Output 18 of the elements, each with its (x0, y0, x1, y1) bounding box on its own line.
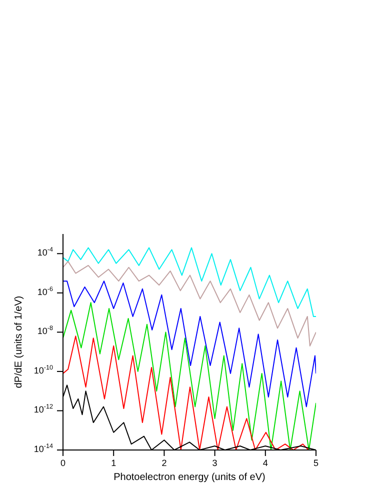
y-tick-label: 10$^{-4}$ (37, 246, 54, 258)
line-series (63, 280, 316, 408)
line-series (63, 336, 309, 450)
x-tick-label: 1 (111, 458, 116, 468)
y-axis-title: dP/dE (units of 1/eV) (14, 296, 25, 388)
y-tick-label: 10$^{-6}$ (37, 286, 54, 298)
x-tick-label: 2 (162, 458, 167, 468)
x-tick-label: 4 (262, 458, 268, 468)
x-tick-label: 5 (313, 458, 319, 468)
line-series (63, 260, 316, 346)
line-series (63, 247, 316, 317)
x-axis-title: Photoelectron energy (units of eV) (114, 472, 266, 483)
x-tick-label: 0 (60, 458, 66, 468)
y-tick-label: 10$^{-10}$ (34, 364, 54, 376)
y-tick-label: 10$^{-14}$ (34, 443, 54, 454)
y-tick-label: 10$^{-12}$ (34, 404, 54, 416)
y-tick-label: 10$^{-8}$ (37, 325, 54, 337)
x-tick-label: 3 (212, 458, 218, 468)
